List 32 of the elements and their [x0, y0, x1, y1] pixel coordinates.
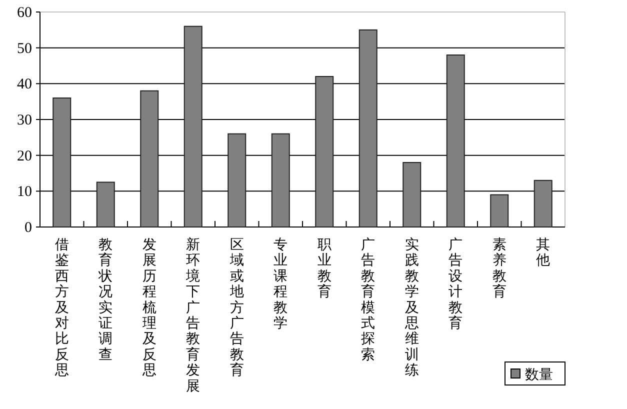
- x-tick-label: 素养教育: [492, 237, 506, 300]
- category-label: 区域或地方广告教育: [230, 238, 244, 379]
- bar: [315, 76, 334, 228]
- y-tick-label: 10: [17, 184, 32, 200]
- bar: [446, 54, 465, 228]
- x-tick-label: 教育状况实证调查: [98, 237, 113, 363]
- y-tick-label: 50: [17, 40, 32, 57]
- bar: [490, 194, 509, 228]
- x-tick-label: 广告设计教育: [448, 237, 463, 332]
- y-tick-label: 60: [17, 5, 32, 21]
- x-tick-label: 广告教育模式探索: [361, 237, 376, 363]
- x-tick-label: 其他: [536, 237, 550, 269]
- x-tick-label: 职业教育: [317, 238, 332, 300]
- category-label: 实践教学及思维训练: [404, 238, 419, 379]
- legend-label: 数量: [525, 367, 553, 383]
- bar: [140, 90, 159, 228]
- bar: [52, 98, 72, 228]
- y-tick-label: 30: [17, 112, 32, 128]
- x-tick-label: 专业课程教学: [274, 237, 288, 332]
- bar: [358, 29, 378, 228]
- bar: [534, 180, 552, 228]
- category-label: 发展历程梳理及反思: [142, 238, 156, 379]
- y-tick-label: 0: [24, 220, 32, 236]
- bar: [402, 162, 422, 228]
- bar: [228, 133, 246, 228]
- y-tick-label: 20: [17, 148, 32, 164]
- category-label: 借鉴西方及对比反思: [54, 238, 69, 379]
- bar: [184, 26, 202, 228]
- bar: [271, 133, 290, 228]
- category-label: 新环境下广告教育发展: [186, 238, 200, 394]
- y-tick-label: 40: [17, 76, 32, 93]
- bar: [96, 182, 115, 228]
